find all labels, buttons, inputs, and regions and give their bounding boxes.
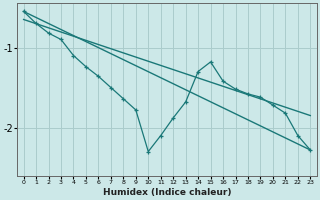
X-axis label: Humidex (Indice chaleur): Humidex (Indice chaleur) xyxy=(103,188,231,197)
